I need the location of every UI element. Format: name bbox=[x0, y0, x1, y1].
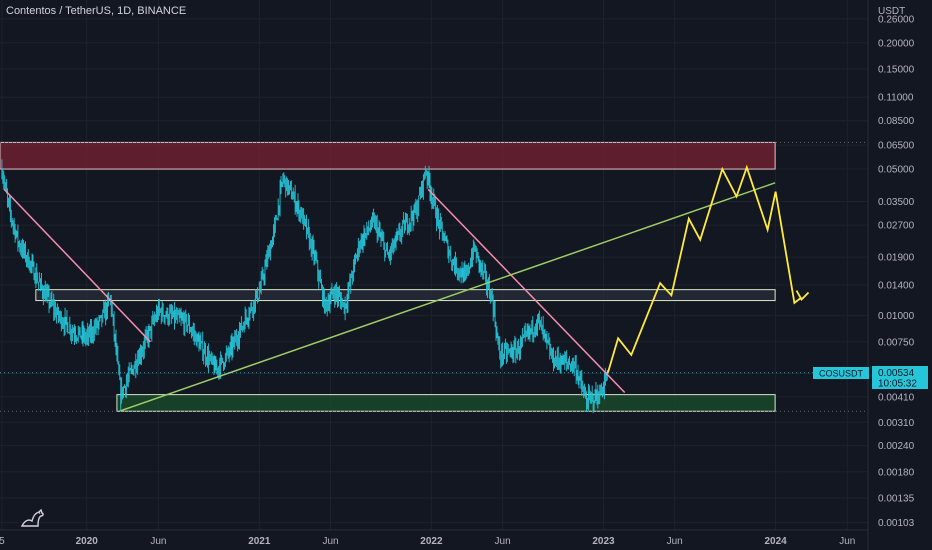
price-tick-label: 0.02700 bbox=[878, 221, 915, 232]
price-tick-label: 0.11000 bbox=[878, 93, 914, 104]
symbol-title: Contentos / TetherUS, 1D, BINANCE bbox=[6, 5, 187, 17]
price-tick-label: 0.20000 bbox=[878, 38, 915, 49]
projection-path bbox=[606, 164, 803, 374]
price-tag-box bbox=[872, 366, 928, 389]
price-tag-price: 0.00534 bbox=[878, 368, 915, 379]
price-tick-label: 0.00310 bbox=[878, 418, 915, 429]
price-tick-label: 0.26000 bbox=[878, 14, 915, 25]
trendline-1 bbox=[427, 188, 626, 394]
price-tag-symbol: COSUSDT bbox=[819, 369, 864, 379]
time-tick-label: 2023 bbox=[592, 536, 615, 547]
candles bbox=[1, 159, 608, 414]
price-tick-label: 0.00750 bbox=[878, 337, 915, 348]
reference-lines bbox=[0, 141, 868, 412]
price-tick-label: 0.01400 bbox=[878, 280, 915, 291]
time-tick-label: Jun bbox=[495, 536, 511, 547]
time-tick-label: Jun bbox=[322, 536, 338, 547]
price-tick-label: 0.06500 bbox=[878, 141, 915, 152]
time-tick-label: 5 bbox=[0, 536, 5, 547]
current-price-tag[interactable]: COSUSDT 0.00534 10:05:32 bbox=[813, 366, 928, 390]
zone-0 bbox=[0, 141, 776, 170]
zone-1 bbox=[35, 289, 776, 302]
price-tick-label: 0.01000 bbox=[878, 311, 915, 322]
price-tick-label: 0.00240 bbox=[878, 441, 915, 452]
time-tick-label: Jun bbox=[667, 536, 683, 547]
zones bbox=[0, 141, 776, 412]
price-tick-label: 0.03500 bbox=[878, 197, 915, 208]
projection bbox=[606, 164, 810, 374]
projection-arrowhead bbox=[795, 290, 810, 301]
price-axis-currency: USDT bbox=[878, 6, 905, 17]
price-tick-label: 0.00135 bbox=[878, 493, 915, 504]
tradingview-logo-icon[interactable] bbox=[20, 508, 46, 528]
price-tick-label: 0.05000 bbox=[878, 165, 915, 176]
price-tag-countdown: 10:05:32 bbox=[878, 379, 917, 390]
price-tick-label: 0.00180 bbox=[878, 467, 915, 478]
price-tick-label: 0.00103 bbox=[878, 518, 915, 529]
time-tick-label: 2021 bbox=[248, 536, 271, 547]
time-tick-label: 2022 bbox=[420, 536, 443, 547]
time-axis-ticks: 5 2020 Jun 2021 Jun 2022 Jun 2023 Jun 2024 Jun bbox=[0, 536, 855, 547]
price-tick-label: 0.01900 bbox=[878, 253, 915, 264]
time-tick-label: 2024 bbox=[764, 536, 787, 547]
trendline-0 bbox=[3, 188, 151, 343]
price-tick-label: 0.00410 bbox=[878, 392, 915, 403]
time-tick-label: Jun bbox=[150, 536, 166, 547]
time-tick-label: 2020 bbox=[76, 536, 99, 547]
zone-2 bbox=[116, 394, 776, 412]
price-tick-label: 0.08500 bbox=[878, 116, 915, 127]
price-tick-label: 0.15000 bbox=[878, 65, 915, 76]
time-tick-label: Jun bbox=[839, 536, 855, 547]
price-tag-symbol-box bbox=[813, 367, 869, 379]
